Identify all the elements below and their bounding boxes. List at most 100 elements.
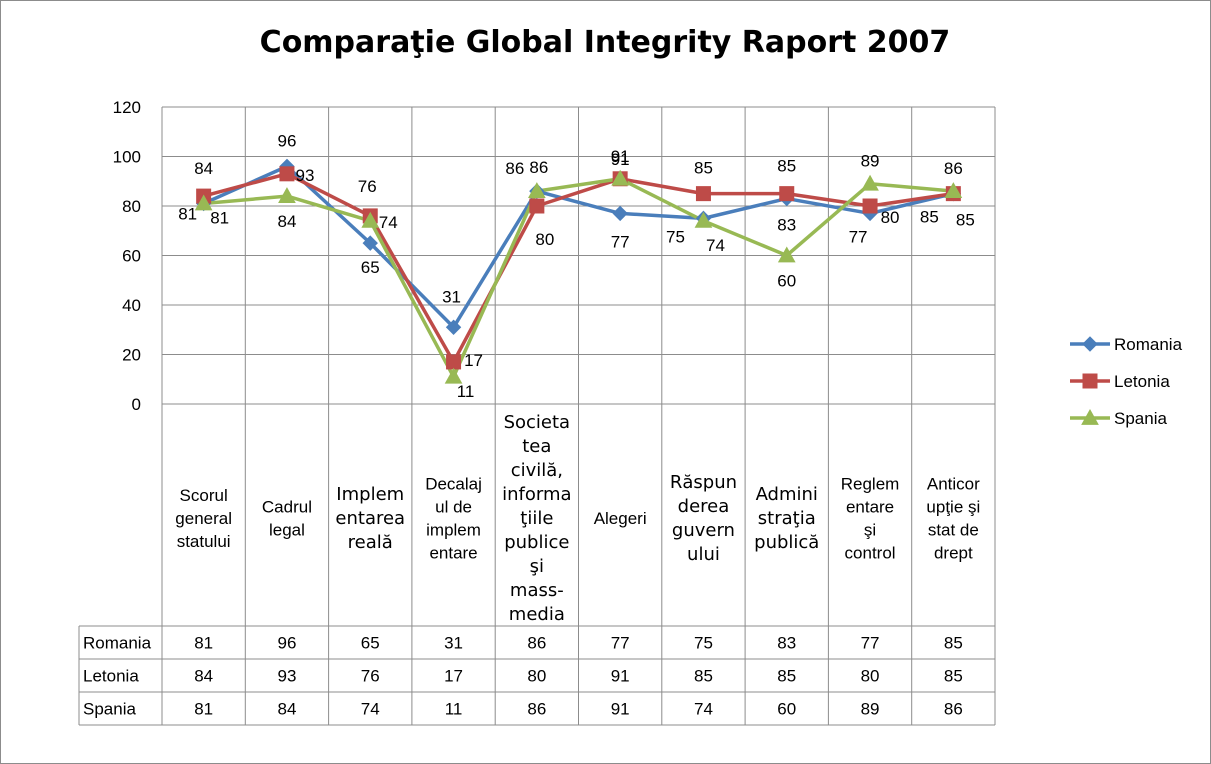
marker-triangle: [444, 367, 463, 384]
legend: Romania Letonia Spania: [1070, 335, 1183, 428]
data-labels: 81 96 65 31 86 77 75 83 77 85 84 93 76 17 80 91 85 85 80 85…: [178, 131, 975, 400]
category-label: Scorul general statului: [175, 486, 232, 551]
category-label-line: media: [509, 604, 565, 625]
series-lines: [194, 158, 963, 384]
category-label-line: ului: [687, 544, 720, 565]
table-cell: 85: [944, 634, 963, 653]
data-label: 31: [442, 287, 461, 306]
table-cell: 60: [777, 700, 796, 719]
table-cell: 85: [944, 667, 963, 686]
data-label: 11: [457, 382, 475, 401]
category-label-line: tea: [522, 436, 551, 457]
series-line: [203, 177, 954, 379]
category-label: Admini straţia publică: [754, 484, 819, 553]
data-label: 60: [777, 272, 796, 291]
marker-triangle: [611, 169, 629, 186]
chart-title: Comparaţie Global Integrity Raport 2007: [260, 25, 951, 60]
category-label-line: legal: [269, 521, 305, 540]
legend-label: Letonia: [1114, 372, 1170, 391]
data-label: 85: [956, 211, 975, 230]
table-cell: 89: [861, 700, 880, 719]
table-cell: 84: [194, 667, 213, 686]
table-cell: 31: [444, 634, 463, 653]
marker-triangle: [1081, 408, 1099, 425]
table-cell: 74: [361, 700, 380, 719]
category-label: Cadrul legal: [262, 498, 312, 540]
y-tick-label: 60: [122, 247, 141, 266]
data-label: 80: [881, 208, 900, 227]
data-label: 85: [920, 208, 939, 227]
table-cell: 84: [277, 700, 296, 719]
category-label-line: Alegeri: [594, 509, 647, 528]
marker-triangle: [944, 182, 963, 199]
table-cell: 91: [611, 667, 630, 686]
table-series-name: Romania: [83, 634, 152, 653]
data-label: 65: [361, 258, 380, 277]
marker-square: [279, 166, 295, 182]
category-label-line: Cadrul: [262, 498, 312, 517]
table-cell: 91: [611, 700, 630, 719]
marker-diamond: [445, 319, 462, 335]
category-label-line: reală: [348, 532, 393, 553]
table-cell: 17: [444, 667, 463, 686]
category-label-line: informa: [502, 484, 571, 505]
y-tick-label: 120: [113, 98, 141, 117]
category-labels: Scorul general statului Cadrul legal Implem en…: [175, 412, 980, 625]
table-cell: 81: [194, 700, 213, 719]
table-series-name: Letonia: [83, 667, 139, 686]
data-label: 84: [277, 212, 296, 231]
data-label: 91: [611, 150, 630, 169]
table-cell: 77: [611, 634, 630, 653]
category-label-line: derea: [678, 496, 730, 517]
category-label-line: entare: [846, 498, 894, 517]
category-label-line: implem: [426, 521, 481, 540]
category-label-line: Decalaj: [425, 475, 482, 494]
marker-triangle: [777, 246, 796, 263]
category-label-line: entare: [429, 544, 477, 563]
category-label-line: drept: [934, 544, 973, 563]
category-label-line: general: [175, 509, 232, 528]
table-cell: 81: [194, 634, 213, 653]
data-label: 77: [611, 232, 630, 251]
marker-square: [529, 198, 545, 214]
y-tick-label: 20: [122, 346, 141, 365]
table-cell: 65: [361, 634, 380, 653]
category-label-line: şi: [530, 556, 544, 577]
marker-triangle: [528, 182, 546, 199]
table-cell: 93: [277, 667, 296, 686]
category-label-line: Răspun: [670, 472, 737, 493]
category-label-line: civilă,: [511, 460, 563, 481]
category-label: Implem entarea reală: [335, 484, 405, 553]
data-label: 86: [505, 159, 524, 178]
data-label: 76: [358, 177, 377, 196]
category-label: Reglem entare şi control: [841, 475, 900, 563]
table-series-name: Spania: [83, 700, 136, 719]
category-label-line: statului: [177, 532, 231, 551]
category-label-line: publică: [754, 532, 819, 553]
category-label-line: publice: [504, 532, 569, 553]
table-cell: 80: [861, 667, 880, 686]
category-label-line: mass-: [510, 580, 564, 601]
marker-triangle: [861, 174, 879, 191]
data-label: 91: [611, 147, 630, 166]
y-tick-label: 0: [132, 395, 141, 414]
category-label-line: stat de: [928, 521, 979, 540]
data-label: 74: [379, 213, 398, 232]
category-label-line: Admini: [756, 484, 818, 505]
marker-triangle: [694, 211, 713, 228]
category-label-line: Reglem: [841, 475, 900, 494]
y-tick-label: 40: [122, 296, 141, 315]
data-label: 80: [535, 230, 554, 249]
category-label-line: ţiile: [520, 508, 553, 529]
data-label: 96: [277, 131, 296, 150]
table-cell: 75: [694, 634, 713, 653]
table-cell: 86: [527, 700, 546, 719]
marker-triangle: [278, 187, 296, 203]
category-label: Anticor upţie şi stat de drept: [926, 475, 980, 563]
data-label: 84: [194, 159, 213, 178]
y-tick-label: 100: [113, 148, 141, 167]
data-label: 75: [666, 227, 685, 246]
table-cell: 76: [361, 667, 380, 686]
